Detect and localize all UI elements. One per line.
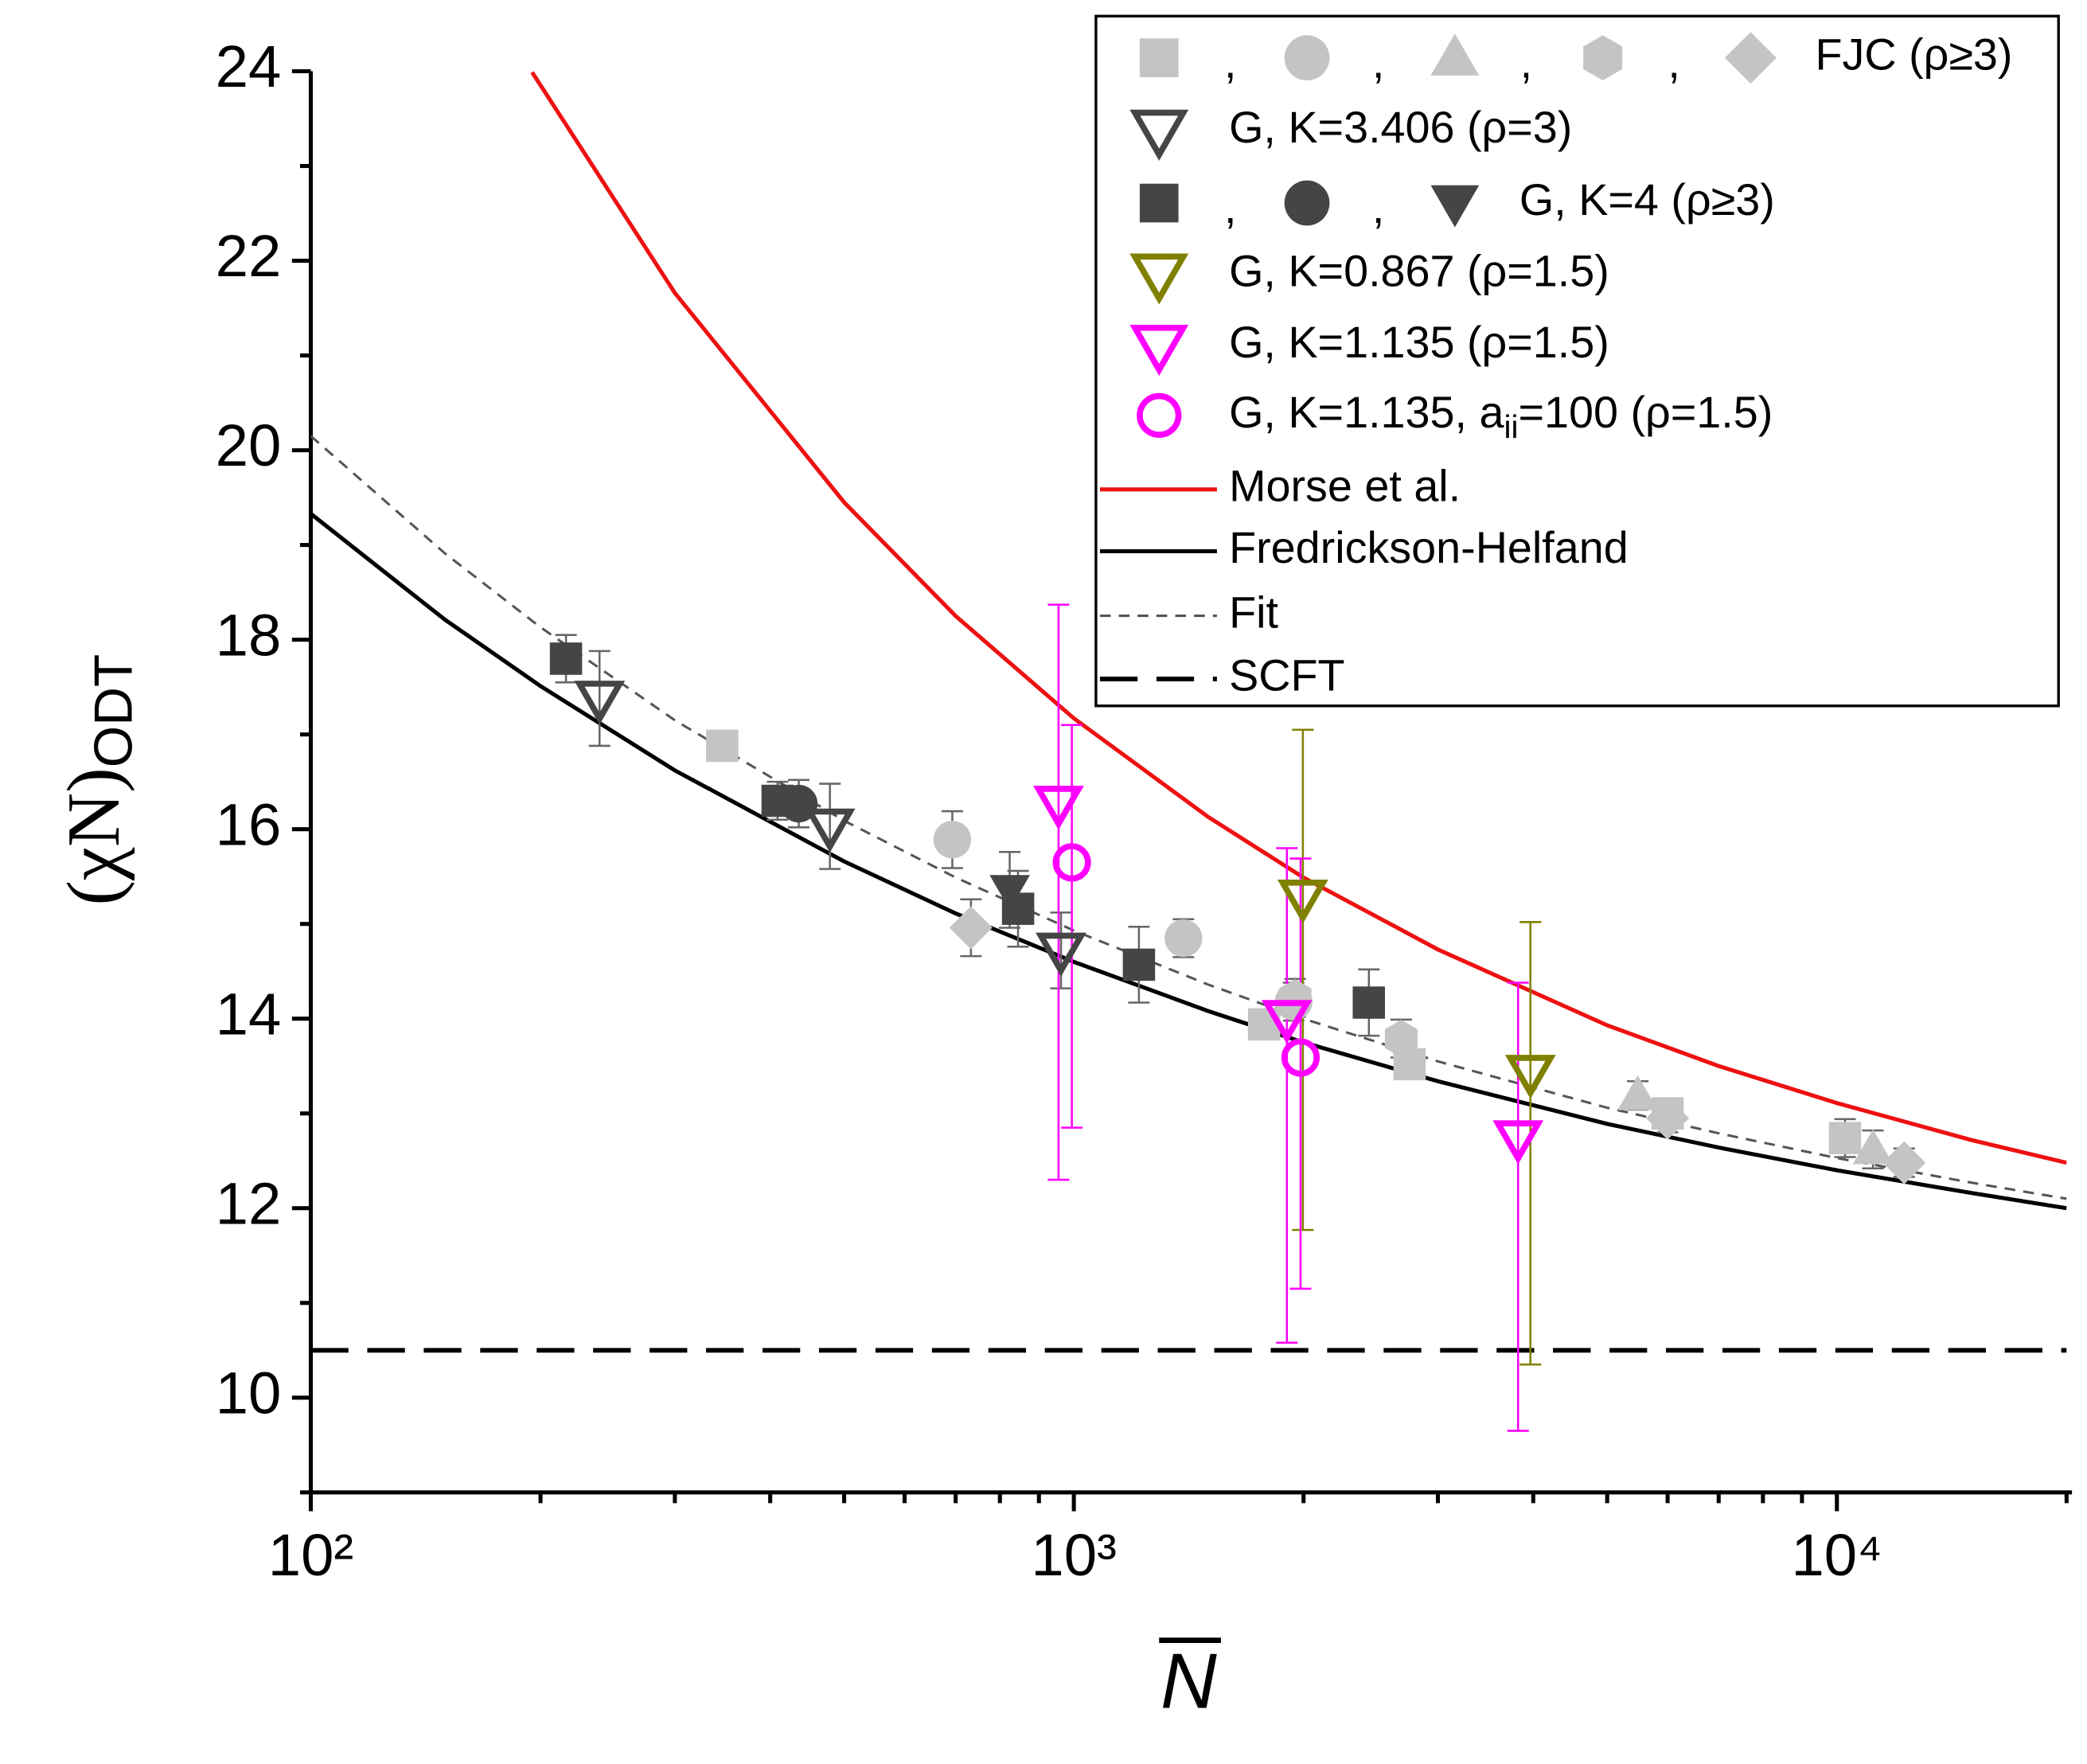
legend-label-part: FJC (ρ≥3) <box>1816 29 2013 79</box>
point <box>804 808 856 853</box>
point <box>574 681 626 725</box>
point <box>949 906 993 950</box>
legend-marker <box>1583 35 1623 81</box>
legend-separator: , <box>1224 37 1236 87</box>
y-tick-label: 20 <box>216 412 282 478</box>
legend-separator: , <box>1372 183 1384 232</box>
y-axis-label-main: (χN) <box>53 767 135 905</box>
legend-separator: , <box>1224 183 1236 232</box>
y-tick-label: 16 <box>216 791 282 857</box>
error-bar <box>1061 724 1083 1129</box>
error-bar <box>1276 847 1298 1344</box>
point <box>1882 1141 1926 1184</box>
point <box>706 729 739 763</box>
legend-separator: , <box>1668 37 1679 87</box>
legend-label: Fit <box>1229 587 1278 637</box>
legend-separator: , <box>1520 37 1532 87</box>
legend-marker <box>1139 183 1179 223</box>
y-tick-label: 24 <box>216 33 282 100</box>
error-bar <box>1519 921 1542 1366</box>
point <box>1352 986 1386 1019</box>
point <box>1033 786 1084 830</box>
point <box>1852 1129 1894 1165</box>
legend-marker <box>1129 109 1189 161</box>
x-axis-label: N <box>1161 1637 1217 1725</box>
point <box>1122 948 1156 982</box>
legend-label: G, K=1.135 (ρ=1.5) <box>1229 318 1609 367</box>
y-tick-label: 18 <box>216 602 282 668</box>
point <box>1036 932 1086 977</box>
legend-marker <box>1137 392 1182 439</box>
x-tick-label: 10² <box>268 1522 353 1588</box>
legend-label: G, K=4 (ρ≥3) <box>1519 175 1775 224</box>
x-tick-label: 10³ <box>1031 1522 1116 1588</box>
point <box>1277 880 1328 924</box>
point <box>1261 1000 1313 1044</box>
legend-label-part: G, K=1.135 (ρ=1.5) <box>1229 318 1609 367</box>
legend-label: G, K=0.867 (ρ=1.5) <box>1229 246 1609 295</box>
point <box>1617 1075 1658 1110</box>
y-axis-label-sub: ODT <box>84 654 143 768</box>
legend-box <box>1094 14 2060 708</box>
point <box>989 875 1030 911</box>
point <box>779 784 818 823</box>
legend-label-part: G, K=0.867 (ρ=1.5) <box>1229 246 1609 295</box>
y-tick-label: 12 <box>216 1170 282 1236</box>
point <box>1828 1122 1862 1155</box>
legend-label: G, K=1.135, aii=100 (ρ=1.5) <box>1229 388 1773 445</box>
error-bar <box>1050 911 1072 989</box>
legend-marker <box>1724 32 1777 84</box>
curve <box>310 512 2067 1211</box>
y-tick-label: 10 <box>216 1360 282 1426</box>
legend-marker <box>1430 33 1480 76</box>
legend-marker <box>1284 35 1330 81</box>
legend-marker <box>1139 38 1179 77</box>
legend-separator: , <box>1372 37 1384 87</box>
error-bar <box>1292 728 1314 1231</box>
y-axis-label: (χN)ODT <box>53 654 143 906</box>
legend-marker <box>1129 253 1189 305</box>
legend-label-part: G, K=3.406 (ρ=3) <box>1229 103 1572 152</box>
legend-label-part: =100 (ρ=1.5) <box>1518 388 1773 437</box>
legend-marker <box>1284 180 1330 226</box>
point <box>933 821 972 859</box>
y-tick-label: 14 <box>216 981 282 1047</box>
y-tick-label: 22 <box>216 223 282 289</box>
point <box>1504 1055 1556 1099</box>
x-tick-label: 10⁴ <box>1791 1522 1882 1588</box>
point <box>1384 1020 1418 1058</box>
point <box>1052 843 1091 882</box>
point <box>549 642 583 675</box>
point <box>1281 1038 1320 1077</box>
error-bar <box>588 650 610 747</box>
legend-label: SCFT <box>1229 651 1344 701</box>
error-bar <box>819 782 841 870</box>
plot-area <box>310 71 2067 1432</box>
legend-label-part: G, K=1.135, a <box>1229 388 1504 437</box>
legend-label-part: G, K=4 (ρ≥3) <box>1519 175 1775 224</box>
error-bar <box>1047 603 1070 1181</box>
point <box>1492 1120 1544 1165</box>
legend-label-part: ii <box>1504 408 1518 445</box>
point <box>1646 1096 1690 1140</box>
legend-label: Morse et al. <box>1229 462 1461 511</box>
legend-label: G, K=3.406 (ρ=3) <box>1229 103 1572 152</box>
legend-marker <box>1430 185 1480 228</box>
legend-label: FJC (ρ≥3) <box>1816 29 2013 79</box>
legend-label: Fredrickson-Helfand <box>1229 523 1629 572</box>
legend-marker <box>1129 324 1189 377</box>
point <box>1164 919 1203 958</box>
curve <box>310 435 2067 1200</box>
